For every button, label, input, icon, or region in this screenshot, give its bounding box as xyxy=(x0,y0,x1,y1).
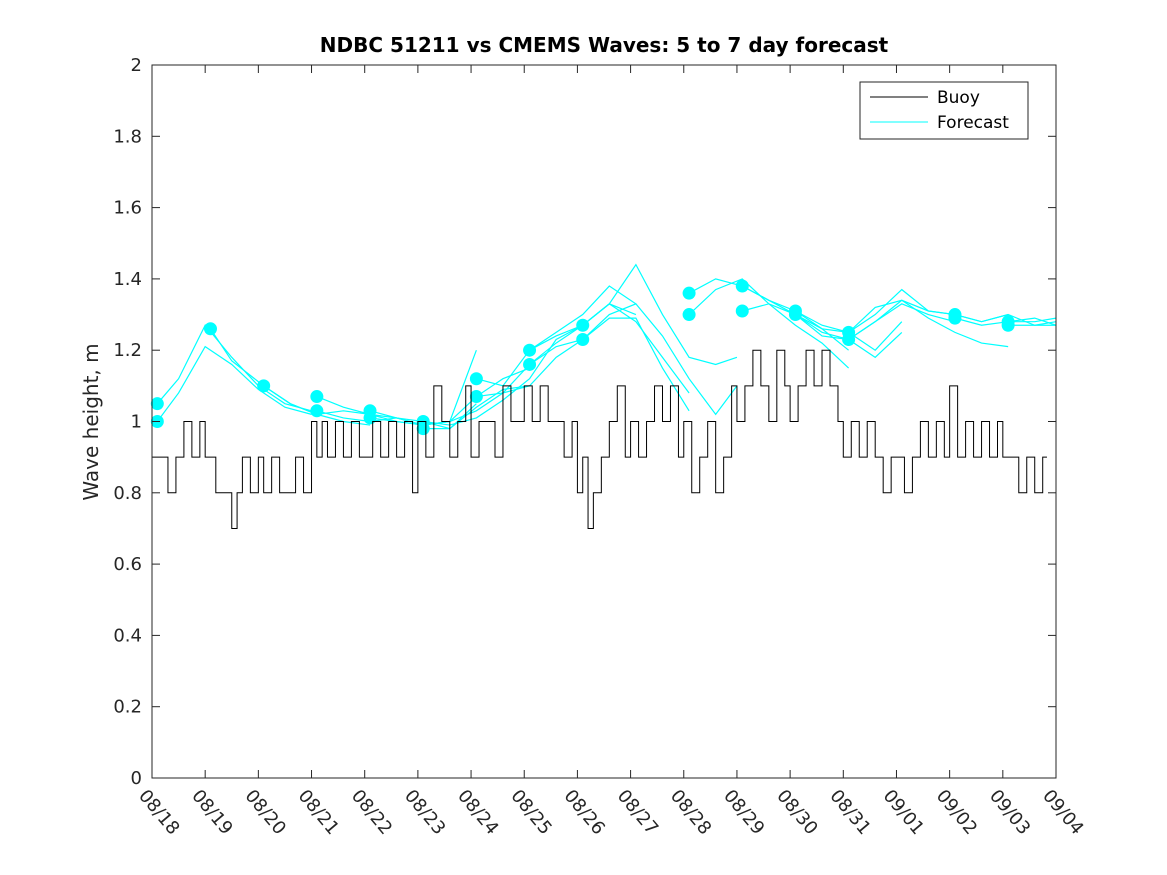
forecast-series-line-27 xyxy=(1008,317,1057,323)
y-tick-label: 0.8 xyxy=(113,483,142,504)
plot-border xyxy=(151,64,1057,779)
forecast-start-point xyxy=(788,308,802,322)
forecast-start-point xyxy=(682,308,696,322)
forecast-series-line-14 xyxy=(529,317,690,412)
y-tick-label: 2 xyxy=(131,55,142,76)
buoy-series-layer xyxy=(152,349,1047,529)
y-tick-label: 1.4 xyxy=(113,269,142,290)
y-tick-label: 0 xyxy=(131,768,142,789)
forecast-start-point xyxy=(842,333,856,347)
forecast-start-point xyxy=(310,390,324,404)
plot-area xyxy=(152,65,1056,778)
y-tick-label: 0.2 xyxy=(113,697,142,718)
y-tick-label: 1.2 xyxy=(113,340,142,361)
y-axis-ticks: 0 0.2 0.4 0.6 0.8 1 1.2 1.4 1.6 1.8 2 xyxy=(113,55,1056,789)
forecast-start-point xyxy=(682,286,696,300)
forecast-series-line-19 xyxy=(741,285,903,351)
y-tick-label: 0.4 xyxy=(113,625,142,646)
y-tick-label: 0.6 xyxy=(113,554,142,575)
forecast-series-line-25 xyxy=(954,313,1057,326)
forecast-start-point xyxy=(150,397,164,411)
legend: Buoy Forecast xyxy=(859,81,1029,140)
forecast-start-point xyxy=(416,422,430,436)
forecast-series-line-16 xyxy=(582,303,738,416)
chart-title: NDBC 51211 vs CMEMS Waves: 5 to 7 day fo… xyxy=(320,33,889,57)
forecast-start-point xyxy=(735,304,749,318)
legend-buoy-label: Buoy xyxy=(937,88,980,108)
forecast-start-point xyxy=(203,322,217,336)
forecast-start-point xyxy=(257,379,271,393)
forecast-start-point xyxy=(735,279,749,293)
forecast-start-point xyxy=(576,333,590,347)
forecast-start-point xyxy=(1001,318,1015,332)
forecast-series-line-2 xyxy=(156,345,312,422)
forecast-start-point xyxy=(469,372,483,386)
buoy-series-line xyxy=(152,349,1047,529)
legend-forecast-label: Forecast xyxy=(937,113,1009,133)
forecast-start-point xyxy=(363,411,377,425)
forecast-start-point xyxy=(523,343,537,357)
forecast-start-point xyxy=(576,318,590,332)
legend-box xyxy=(859,81,1029,140)
forecast-start-point xyxy=(948,311,962,325)
forecast-series-line-24 xyxy=(848,299,1009,348)
forecast-start-point xyxy=(310,404,324,418)
forecast-series-line-15 xyxy=(582,263,738,366)
y-tick-label: 1 xyxy=(131,412,142,433)
forecast-start-point xyxy=(523,357,537,371)
y-tick-label: 1.8 xyxy=(113,126,142,147)
forecast-series-line-20 xyxy=(742,303,903,359)
y-tick-label: 1.6 xyxy=(113,198,142,219)
forecast-series-line-1 xyxy=(156,324,312,412)
forecast-start-point xyxy=(469,390,483,404)
y-axis-title: Wave height, m xyxy=(79,343,103,500)
